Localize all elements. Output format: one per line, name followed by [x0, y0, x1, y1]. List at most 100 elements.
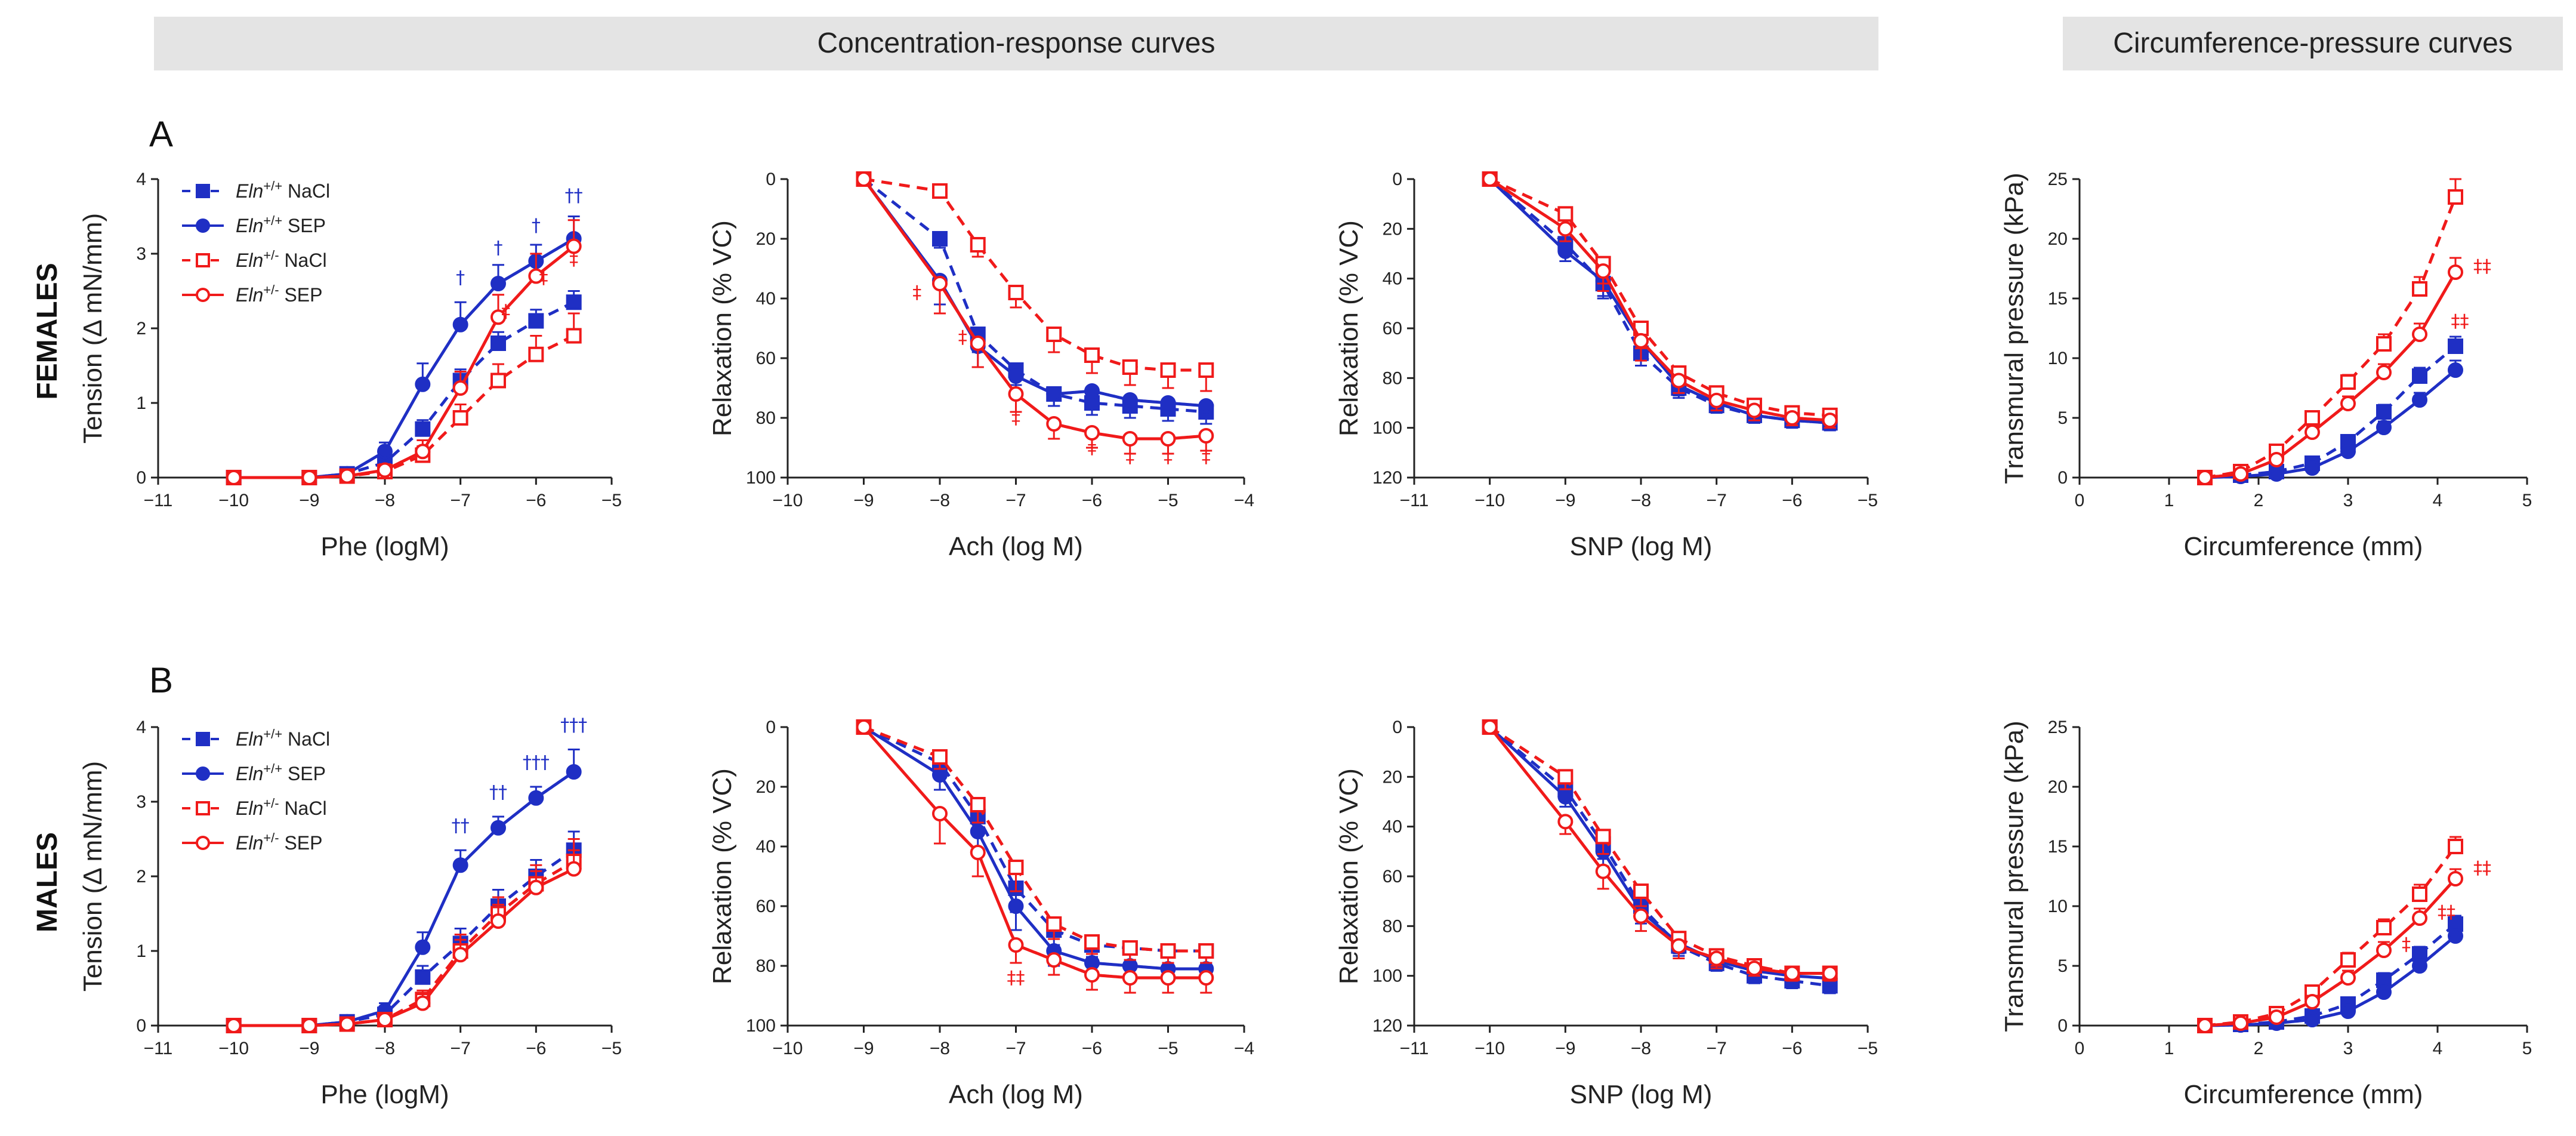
data-point	[2376, 984, 2392, 1000]
y-tick-label: 40	[1383, 269, 1402, 289]
data-point	[2376, 943, 2392, 958]
charts-group: −11 −10 −9 −8 −7 −6 −5 0 1 2 3 4 Phe (logM) Tension (…	[78, 170, 2532, 1109]
y-tick-label: 5	[2057, 408, 2068, 428]
data-point	[932, 749, 948, 765]
y-tick-label: 15	[2048, 289, 2068, 309]
series-line	[862, 178, 1207, 441]
data-point	[1198, 970, 1214, 986]
data-point	[377, 1012, 393, 1027]
data-point	[2448, 871, 2463, 886]
y-axis-label: Relaxation (% VC)	[1334, 220, 1363, 436]
y-tick-label: 10	[2048, 349, 2068, 368]
series-3	[856, 171, 1214, 392]
data-point	[490, 913, 506, 929]
data-point	[1633, 333, 1649, 349]
series-line	[2204, 845, 2457, 1027]
data-point	[2412, 886, 2427, 902]
y-tick-label: 5	[2057, 956, 2068, 976]
legend-marker	[196, 732, 210, 746]
x-tick-label: −7	[1005, 1039, 1026, 1058]
data-point	[1122, 940, 1138, 956]
data-point	[1008, 937, 1024, 953]
series-line	[233, 334, 575, 479]
series-line	[1489, 726, 1831, 987]
y-tick-label: 0	[136, 1016, 146, 1036]
significance-marker: ‡	[569, 249, 578, 270]
significance-marker: ††	[452, 815, 470, 836]
y-tick-label: 2	[136, 319, 146, 338]
x-tick-label: −9	[1555, 1039, 1575, 1058]
series-line	[1489, 725, 1830, 975]
data-point	[452, 316, 468, 333]
y-tick-label: 0	[766, 718, 776, 737]
data-point	[301, 470, 317, 485]
x-tick-label: −7	[1707, 1039, 1727, 1058]
y-tick-label: 100	[746, 1016, 776, 1036]
significance-marker: ‡‡	[2473, 256, 2491, 277]
data-point	[2376, 420, 2392, 435]
data-point	[2233, 1015, 2248, 1031]
data-point	[1557, 206, 1574, 222]
y-tick-label: 3	[136, 792, 146, 812]
significance-marker: ‡	[1202, 447, 1211, 467]
data-point	[2340, 374, 2356, 390]
data-point	[1122, 392, 1138, 408]
legend-label: Eln+/+ SEP	[236, 761, 326, 785]
header-bar-circumference	[2063, 17, 2563, 70]
data-point	[2412, 910, 2427, 926]
series-3	[1482, 719, 1838, 982]
x-tick-label: −5	[601, 491, 622, 510]
data-point	[1671, 938, 1687, 954]
data-point	[2340, 952, 2356, 968]
data-point	[1482, 171, 1498, 187]
y-tick-label: 40	[756, 837, 776, 857]
data-point	[1747, 960, 1762, 977]
data-point	[1160, 431, 1176, 447]
y-axis-label: Relaxation (% VC)	[1334, 768, 1363, 984]
data-point	[528, 346, 544, 362]
legend-marker	[196, 801, 210, 815]
series-line	[1488, 726, 1830, 980]
legend-marker	[196, 184, 210, 198]
data-point	[2197, 470, 2213, 485]
series-line	[863, 725, 1207, 953]
x-tick-label: −11	[144, 1039, 173, 1058]
y-tick-label: 0	[2057, 1016, 2068, 1036]
y-tick-label: 10	[2048, 897, 2068, 916]
y-tick-label: 120	[1372, 468, 1402, 488]
x-tick-label: −5	[601, 1039, 622, 1058]
data-point	[1046, 386, 1062, 402]
y-tick-label: 60	[756, 349, 776, 368]
data-point	[490, 372, 506, 389]
data-point	[1046, 916, 1062, 932]
data-point	[566, 328, 582, 344]
series-3	[226, 312, 582, 485]
x-tick-label: −6	[1082, 1039, 1102, 1058]
series-4	[2197, 868, 2463, 1033]
data-point	[452, 947, 468, 963]
y-tick-label: 60	[756, 897, 776, 916]
data-point	[932, 806, 948, 821]
data-point	[1160, 943, 1176, 959]
chart-males-circ: 0 1 2 3 4 5 0 5 10 15 20 25 Circumference (mm) Transm…	[2000, 718, 2532, 1109]
data-point	[1784, 410, 1800, 426]
data-point	[1122, 431, 1138, 447]
data-point	[2376, 920, 2392, 935]
y-tick-label: 0	[2057, 468, 2068, 488]
x-tick-label: −8	[375, 1039, 395, 1058]
data-point	[1046, 327, 1062, 342]
data-point	[970, 845, 986, 860]
x-tick-label: 1	[2164, 491, 2174, 510]
data-point	[490, 335, 506, 351]
data-point	[1633, 883, 1649, 899]
legend-marker	[196, 218, 210, 233]
data-point	[2448, 839, 2463, 854]
data-point	[1046, 416, 1062, 432]
data-point	[2412, 368, 2427, 384]
data-point	[566, 294, 582, 310]
x-axis-label: SNP (log M)	[1570, 1080, 1713, 1109]
data-point	[490, 276, 506, 291]
data-point	[970, 237, 986, 253]
data-point	[2412, 958, 2427, 974]
data-point	[1557, 814, 1574, 830]
